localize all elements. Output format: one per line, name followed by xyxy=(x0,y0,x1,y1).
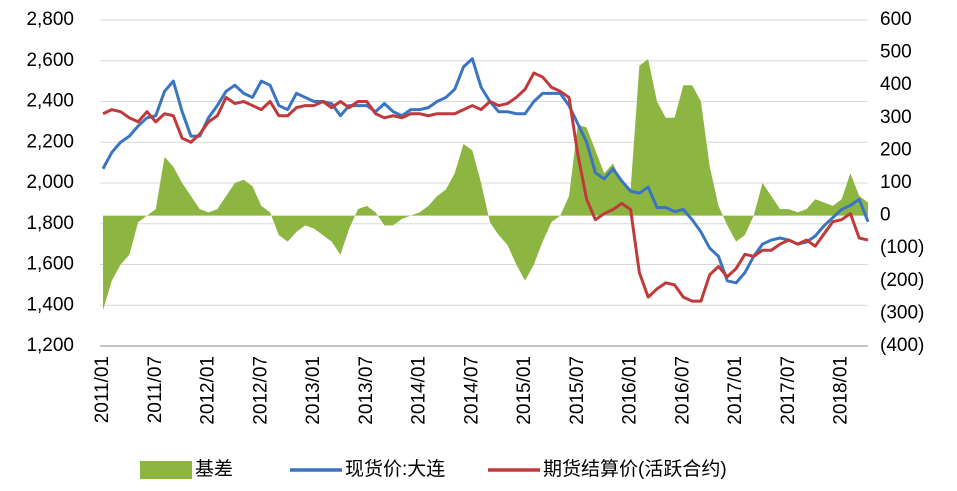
y2-tick-label: 300 xyxy=(880,107,912,128)
y2-tick-label: 200 xyxy=(880,139,912,160)
x-tick-label: 2011/01 xyxy=(92,356,113,423)
y-tick-label: 2,600 xyxy=(26,50,74,71)
y2-tick-label: 600 xyxy=(880,9,912,30)
basis-area xyxy=(103,59,868,311)
x-tick-label: 2013/01 xyxy=(303,356,324,425)
y-tick-label: 1,200 xyxy=(26,335,74,356)
legend-label: 基差 xyxy=(195,458,233,480)
x-tick-label: 2016/07 xyxy=(672,356,693,425)
y-tick-label: 1,600 xyxy=(26,254,74,275)
series-line xyxy=(101,57,870,285)
legend-label: 现货价:大连 xyxy=(345,458,445,480)
y-tick-label: 1,800 xyxy=(26,213,74,234)
y-tick-label: 2,400 xyxy=(26,91,74,112)
x-tick-label: 2015/07 xyxy=(567,356,588,425)
y2-tick-label: 500 xyxy=(880,42,912,63)
y2-tick-label: (100) xyxy=(880,237,924,258)
y-tick-label: 2,800 xyxy=(26,9,74,30)
legend-label: 期货结算价(活跃合约) xyxy=(543,458,727,480)
x-tick-label: 2014/07 xyxy=(461,356,482,425)
x-tick-label: 2014/01 xyxy=(409,356,430,425)
y-tick-label: 2,000 xyxy=(26,172,74,193)
x-tick-label: 2015/01 xyxy=(514,356,535,425)
y2-tick-label: (300) xyxy=(880,302,924,323)
x-tick-label: 2012/07 xyxy=(250,356,271,425)
series-line xyxy=(102,71,869,303)
y-tick-label: 1,400 xyxy=(26,294,74,315)
x-tick-label: 2011/07 xyxy=(145,356,166,423)
y2-tick-label: (200) xyxy=(880,270,924,291)
x-tick-label: 2017/01 xyxy=(725,356,746,425)
y2-tick-label: 100 xyxy=(880,172,912,193)
x-tick-label: 2016/01 xyxy=(620,356,641,425)
y2-tick-label: 400 xyxy=(880,74,912,95)
legend-swatch xyxy=(140,461,192,479)
x-tick-label: 2018/01 xyxy=(831,356,852,425)
y2-tick-label: (400) xyxy=(880,335,924,356)
y2-tick-label: 0 xyxy=(880,205,891,226)
x-tick-label: 2012/01 xyxy=(198,356,219,425)
x-tick-label: 2013/07 xyxy=(356,356,377,425)
y-tick-label: 2,200 xyxy=(26,131,74,152)
x-tick-label: 2017/07 xyxy=(778,356,799,425)
